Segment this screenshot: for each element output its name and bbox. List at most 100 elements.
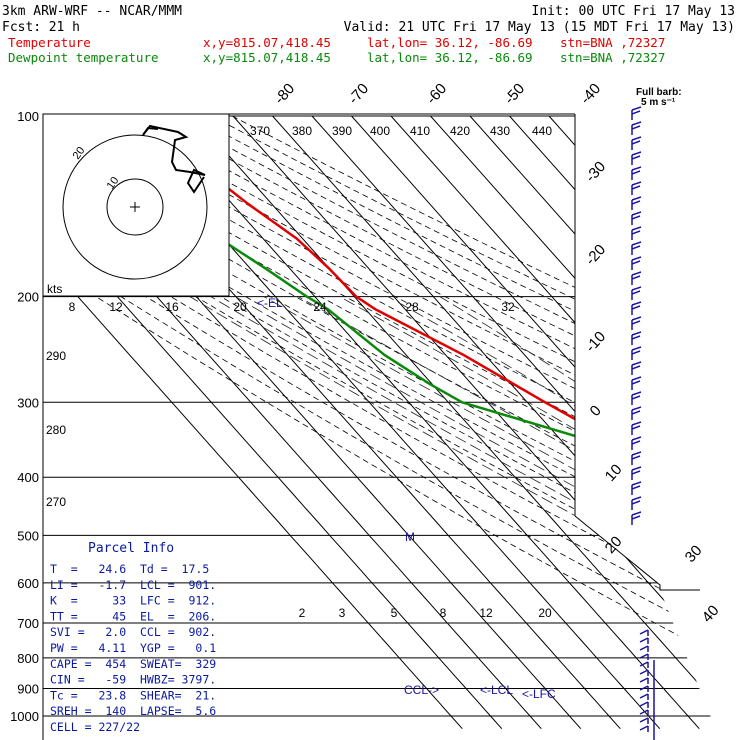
wind-barb-flag-a-2	[631, 136, 642, 141]
wind-barb-flag-a-21	[631, 421, 642, 426]
dry-adiabat-380	[88, 115, 720, 730]
isotherm--110	[43, 115, 503, 730]
isotherm-label-1: -70	[345, 80, 372, 107]
low-wind-barb-flag-5	[639, 669, 649, 675]
speed-label-32: 32	[501, 300, 515, 314]
isotherm-30	[509, 115, 720, 730]
right-skew-edge	[574, 515, 700, 591]
wind-barb-flag-b-24	[631, 470, 641, 475]
mixing-ratio-label-3: 8	[440, 606, 447, 620]
wind-barb-flag-b-12	[631, 290, 641, 295]
theta-w-marker: M	[405, 530, 415, 544]
legend-temperature: Temperature x,y=815.07,418.45 lat,lon= 3…	[8, 35, 665, 50]
wind-barb-flag-a-25	[631, 481, 642, 486]
parcel-info-row-8: Tc = 23.8 SHEAR= 21.	[50, 688, 216, 702]
parcel-info-row-7: CIN = -59 HWBZ= 3797.	[50, 673, 216, 687]
wind-barb-flag-b-6	[631, 200, 641, 205]
dry-adiabat-420	[170, 115, 720, 730]
wind-barb-flag-b-23	[631, 455, 641, 460]
wind-barb-flag-a-27	[631, 511, 642, 516]
theta-e-label-280: 280	[46, 423, 66, 437]
dry-adiabat-360	[47, 115, 720, 730]
wind-barb-flag-b-20	[631, 410, 641, 415]
wind-barb-flag-b-8	[631, 230, 641, 235]
temperature-line	[141, 115, 720, 718]
wind-barb-flag-a-23	[631, 451, 642, 456]
isotherm--10	[351, 115, 720, 730]
forecast-hours: 21 h	[49, 20, 80, 35]
wind-barb-flag-b-25	[631, 485, 641, 490]
wind-barb-flag-b-21	[631, 425, 641, 430]
low-wind-barb-flag-8	[639, 693, 649, 699]
isotherm-20	[469, 115, 720, 730]
wind-barb-flag-b-11	[631, 275, 641, 280]
wind-barb-flag-a-19	[631, 391, 642, 396]
lcl-marker: <-LCL	[480, 683, 513, 697]
dry-adiabat-410	[150, 115, 720, 730]
legend-dewpoint-label: Dewpoint temperature	[8, 50, 159, 65]
moist-adiabat-4	[298, 296, 720, 730]
hodograph-ring-label-outer: 20	[71, 145, 88, 162]
diagram-axes: 2 3 5 8 12 201002003004005006007008009001000-…	[10, 80, 723, 740]
low-wind-barb-flag-0	[639, 629, 649, 635]
legend-temperature-label: Temperature	[8, 35, 91, 50]
theta-label-420: 420	[450, 124, 470, 138]
wind-barb-flag-a-3	[631, 151, 642, 156]
low-wind-barb-flag-4	[639, 661, 649, 667]
wind-barb-flag-a-15	[631, 331, 642, 336]
isotherm-label-7: -10	[582, 328, 609, 355]
wind-barb-flag-a-13	[631, 301, 642, 306]
low-wind-barb-flag-3	[639, 653, 649, 659]
isotherm--100	[43, 115, 542, 730]
legend-temperature-xy: x,y=815.07,418.45	[203, 35, 331, 50]
dry-adiabat-270	[43, 115, 720, 730]
isotherm-label-11: 30	[682, 542, 706, 566]
speed-label-20: 20	[233, 300, 247, 314]
dry-adiabat-310	[43, 115, 720, 730]
hodograph: 20 10	[42, 113, 230, 297]
low-wind-barb-flag-9	[639, 701, 649, 707]
pressure-label-100: 100	[17, 109, 39, 124]
hodograph-ring-inner	[106, 178, 164, 236]
pressure-label-400: 400	[17, 470, 39, 485]
isotherm-label-5: -30	[582, 158, 609, 185]
pressure-label-700: 700	[17, 616, 39, 631]
wind-barb-flag-a-11	[631, 271, 642, 276]
wind-barb-flag-a-9	[631, 241, 642, 246]
isotherm--80	[74, 115, 621, 730]
wind-barb-flag-b-13	[631, 305, 641, 310]
wind-barb-flag-b-19	[631, 395, 641, 400]
wind-barb-flag-b-27	[631, 515, 641, 520]
isotherm--70	[114, 115, 661, 730]
hodograph-ring-label-inner: 10	[105, 175, 122, 192]
pressure-label-200: 200	[17, 290, 39, 305]
isotherm--40	[232, 115, 720, 730]
wind-barb-flag-a-20	[631, 406, 642, 411]
dry-adiabat-320	[43, 115, 720, 730]
mixing-ratio-label-1: 3	[339, 606, 346, 620]
isotherm-label-6: -20	[582, 241, 609, 268]
el-marker: <-EL	[257, 296, 283, 310]
moist-adiabat-2	[234, 296, 720, 730]
parcel-info-row-0: T = 24.6 Td = 17.5	[50, 562, 209, 576]
wind-barb-flag-b-16	[631, 350, 641, 355]
hodograph-kts-label: kts	[47, 282, 62, 296]
dry-adiabat-340	[43, 115, 720, 730]
wind-barbs: Full barb:5 m s⁻¹	[631, 87, 682, 740]
hodograph-trace	[142, 124, 206, 194]
dry-adiabat-440	[211, 115, 720, 730]
wind-barb-flag-b-10	[631, 260, 641, 265]
wind-barb-flag-b-22	[631, 440, 641, 445]
parcel-info-row-10: CELL = 227/22	[50, 720, 140, 734]
isotherm-label-0: -80	[271, 80, 298, 107]
parcel-info-row-2: K = 33 LFC = 912.	[50, 594, 216, 608]
moist-adiabat-6	[387, 296, 720, 730]
legend-temperature-latlon: lat,lon= 36.12, -86.69	[367, 35, 533, 50]
parcel-info-title: Parcel Info	[88, 541, 174, 556]
wind-barb-flag-a-16	[631, 346, 642, 351]
legend-dewpoint-stn: stn=BNA ,72327	[560, 50, 665, 65]
low-wind-barb-flag-11	[639, 717, 649, 723]
pressure-label-900: 900	[17, 682, 39, 697]
wind-barb-flag-b-0	[631, 110, 641, 115]
